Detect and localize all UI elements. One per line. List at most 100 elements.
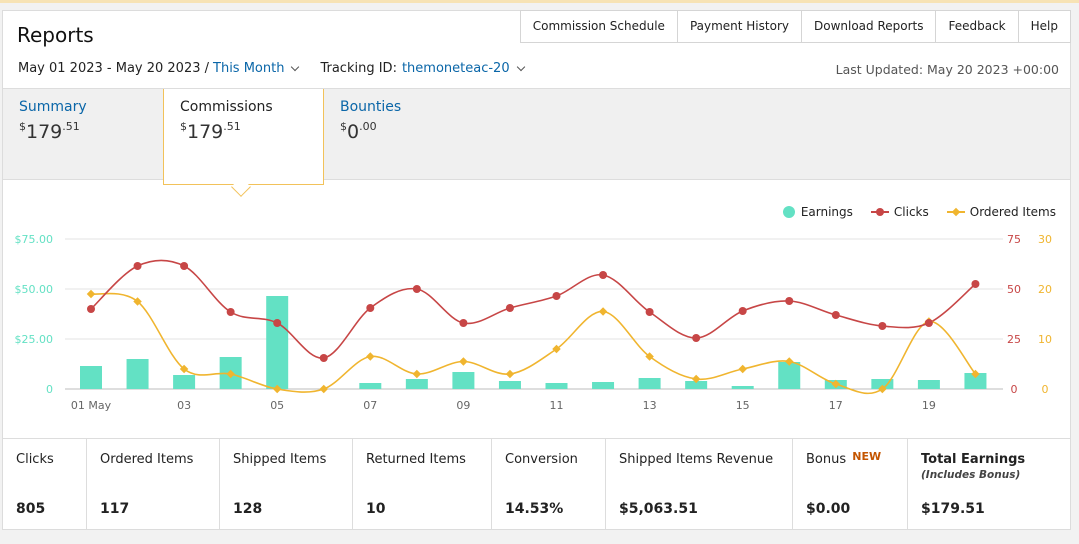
reports-card: Reports Commission Schedule Payment Hist… <box>2 10 1071 530</box>
ordered-items-point <box>738 364 747 374</box>
earnings-bar <box>405 379 428 389</box>
clicks-point <box>412 285 421 293</box>
clicks-point <box>319 354 328 362</box>
commission-schedule-link[interactable]: Commission Schedule <box>519 10 678 43</box>
ordered-items-point <box>459 357 468 366</box>
clicks-point <box>645 308 654 316</box>
clicks-point <box>878 322 887 330</box>
clicks-point <box>599 271 608 279</box>
stat-label: Returned Items <box>366 452 466 467</box>
stat-label: Shipped Items <box>233 452 327 467</box>
tab-commissions[interactable]: Commissions $179.51 <box>163 89 324 197</box>
stat-label: Clicks <box>16 452 54 467</box>
legend-label: Clicks <box>893 205 929 219</box>
y-left-tick-label: $75.00 <box>15 233 54 246</box>
stat-value: 10 <box>366 501 386 517</box>
stat-label: Shipped Items Revenue <box>619 452 774 467</box>
earnings-bar <box>917 380 940 389</box>
earnings-bar <box>452 372 475 389</box>
earnings-bar <box>359 383 382 389</box>
tracking-id-dropdown[interactable]: themoneteac-20 <box>401 61 510 76</box>
legend-clicks[interactable]: Clicks <box>870 205 929 219</box>
clicks-point <box>505 304 514 312</box>
tabs-bar: Summary $179.51 Commissions $179.51 Boun… <box>3 88 1070 197</box>
earnings-bar <box>126 359 149 389</box>
legend-ordered-items[interactable]: Ordered Items <box>946 205 1056 219</box>
y-right-orders-tick-label: 20 <box>1038 283 1052 296</box>
clicks-point <box>180 262 189 270</box>
stat-shipped-items: Shipped Items 128 <box>220 439 353 529</box>
ordered-items-point <box>552 344 561 354</box>
clicks-point <box>831 311 840 319</box>
tab-label: Summary <box>19 99 87 115</box>
ordered-items-swatch <box>946 206 965 218</box>
stat-value: 805 <box>16 501 46 517</box>
tracking-id-label: Tracking ID: <box>320 61 397 76</box>
earnings-bar <box>685 381 708 389</box>
download-reports-link[interactable]: Download Reports <box>801 10 937 43</box>
y-right-clicks-tick-label: 0 <box>1011 383 1018 396</box>
tab-summary[interactable]: Summary $179.51 <box>3 89 163 181</box>
ordered-items-point <box>86 289 96 299</box>
clicks-point <box>692 334 701 342</box>
feedback-link[interactable]: Feedback <box>936 10 1019 43</box>
x-tick-label: 01 May <box>71 399 112 412</box>
clicks-swatch <box>870 206 889 218</box>
stats-bar: Clicks 805 Ordered Items 117 Shipped Ite… <box>3 438 1070 529</box>
tab-bounties[interactable]: Bounties $0.00 <box>324 89 484 181</box>
stat-value: $5,063.51 <box>619 501 698 517</box>
stat-returned-items: Returned Items 10 <box>353 439 492 529</box>
ordered-items-point <box>272 384 282 394</box>
ordered-items-point <box>366 352 375 361</box>
chart-legend: Earnings Clicks Ordered Items <box>765 205 1056 219</box>
y-right-orders-tick-label: 0 <box>1042 383 1049 396</box>
earnings-swatch <box>782 206 795 218</box>
clicks-point <box>971 280 980 288</box>
tab-label: Bounties <box>340 99 402 115</box>
payment-history-link[interactable]: Payment History <box>677 10 802 43</box>
stat-conversion: Conversion 14.53% <box>492 439 606 529</box>
clicks-point <box>785 297 794 305</box>
ordered-items-point <box>691 374 701 384</box>
clicks-point <box>366 304 375 312</box>
earnings-bar <box>266 296 289 389</box>
tab-value: $179.51 <box>19 120 80 143</box>
legend-earnings[interactable]: Earnings <box>782 205 853 219</box>
clicks-point <box>87 305 95 313</box>
tab-label: Commissions <box>180 99 273 115</box>
stat-sublabel: (Includes Bonus) <box>921 469 1021 481</box>
date-range-text: May 01 2023 - May 20 2023 / <box>18 61 210 76</box>
period-dropdown[interactable]: This Month <box>213 61 285 76</box>
top-nav: Commission Schedule Payment History Down… <box>519 10 1071 43</box>
earnings-bar <box>964 373 987 389</box>
x-tick-label: 13 <box>643 399 657 412</box>
earnings-bar <box>731 386 754 389</box>
earnings-bar <box>871 379 894 389</box>
y-left-tick-label: $25.00 <box>15 333 54 346</box>
stat-value: $179.51 <box>921 501 985 517</box>
stat-label: Conversion <box>505 452 578 467</box>
y-right-orders-tick-label: 30 <box>1038 233 1052 246</box>
earnings-bar <box>545 383 568 389</box>
y-left-tick-label: $50.00 <box>15 283 54 296</box>
clicks-point <box>924 319 933 327</box>
x-tick-label: 15 <box>736 399 750 412</box>
stat-value: $0.00 <box>806 501 851 517</box>
last-updated: Last Updated: May 20 2023 +00:00 <box>835 62 1059 77</box>
earnings-bar <box>498 381 521 389</box>
stat-value: 117 <box>100 501 130 517</box>
clicks-point <box>133 262 142 270</box>
y-right-clicks-tick-label: 50 <box>1007 283 1021 296</box>
earnings-bar <box>638 378 661 389</box>
stat-value: 14.53% <box>505 501 564 517</box>
y-right-clicks-tick-label: 75 <box>1007 233 1021 246</box>
ordered-items-point <box>226 369 235 379</box>
stat-clicks: Clicks 805 <box>3 439 87 529</box>
tab-value: $0.00 <box>340 120 377 143</box>
ordered-items-point <box>598 307 608 316</box>
clicks-point <box>459 319 468 327</box>
stat-ordered-items: Ordered Items 117 <box>87 439 220 529</box>
ordered-items-point <box>179 364 189 374</box>
help-link[interactable]: Help <box>1018 10 1071 43</box>
ordered-items-point <box>971 369 980 379</box>
